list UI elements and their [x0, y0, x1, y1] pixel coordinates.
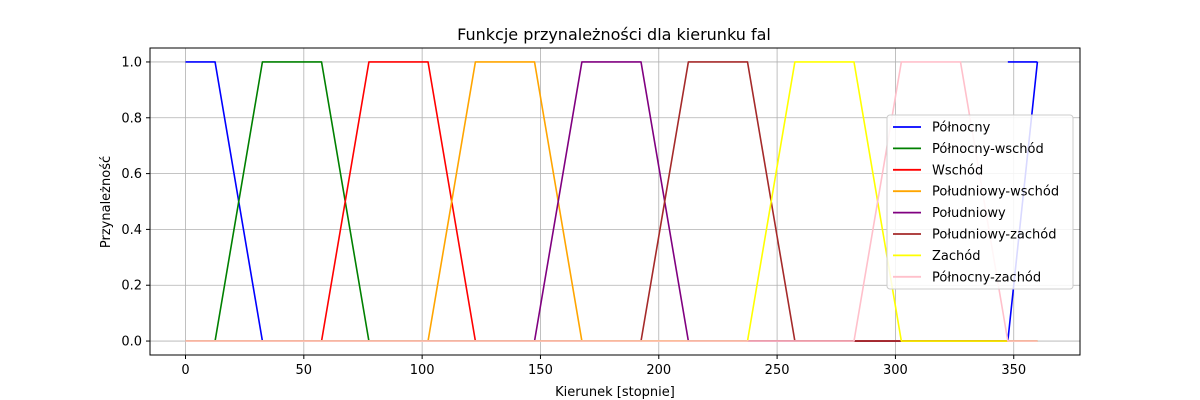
legend-label: Wschód [932, 163, 983, 178]
x-tick-label: 0 [181, 363, 189, 378]
x-tick-label: 300 [883, 363, 908, 378]
y-tick-label: 0.0 [121, 335, 142, 350]
x-tick-label: 150 [528, 363, 553, 378]
y-tick-label: 0.4 [121, 223, 142, 238]
x-tick-label: 100 [410, 363, 435, 378]
legend-label: Południowy-zachód [932, 228, 1057, 243]
y-tick-label: 1.0 [121, 55, 142, 70]
series-line-7 [185, 61, 1038, 342]
legend-label: Południowy-wschód [932, 185, 1059, 200]
legend-box [886, 114, 1074, 290]
y-tick-label: 0.6 [121, 167, 142, 182]
legend-label: Północny-zachód [932, 270, 1041, 285]
x-tick-label: 350 [1001, 363, 1026, 378]
legend-label: Zachód [932, 249, 980, 264]
x-tick-label: 200 [646, 363, 671, 378]
y-tick-label: 0.2 [121, 279, 142, 294]
chart-title: Funkcje przynależności dla kierunku fal [457, 25, 771, 44]
x-tick-label: 50 [296, 363, 313, 378]
legend-label: Północny [932, 121, 991, 136]
y-axis-ticks: 0.0 0.2 0.4 0.6 0.8 1.0 [121, 55, 150, 350]
x-axis-ticks: 0 50 100 150 200 250 300 350 [181, 355, 1026, 378]
legend: Północny Północny-wschód Wschód Południowy-… [886, 114, 1074, 290]
y-tick-label: 0.8 [121, 111, 142, 126]
plot-frame [149, 47, 1081, 356]
legend-label: Północny-wschód [932, 142, 1044, 157]
x-tick-label: 250 [765, 363, 790, 378]
series-layer [185, 61, 1039, 342]
legend-label: Południowy [932, 206, 1006, 221]
x-axis-label: Kierunek [stopnie] [555, 385, 675, 400]
y-axis-label: Przynależność [99, 156, 114, 248]
